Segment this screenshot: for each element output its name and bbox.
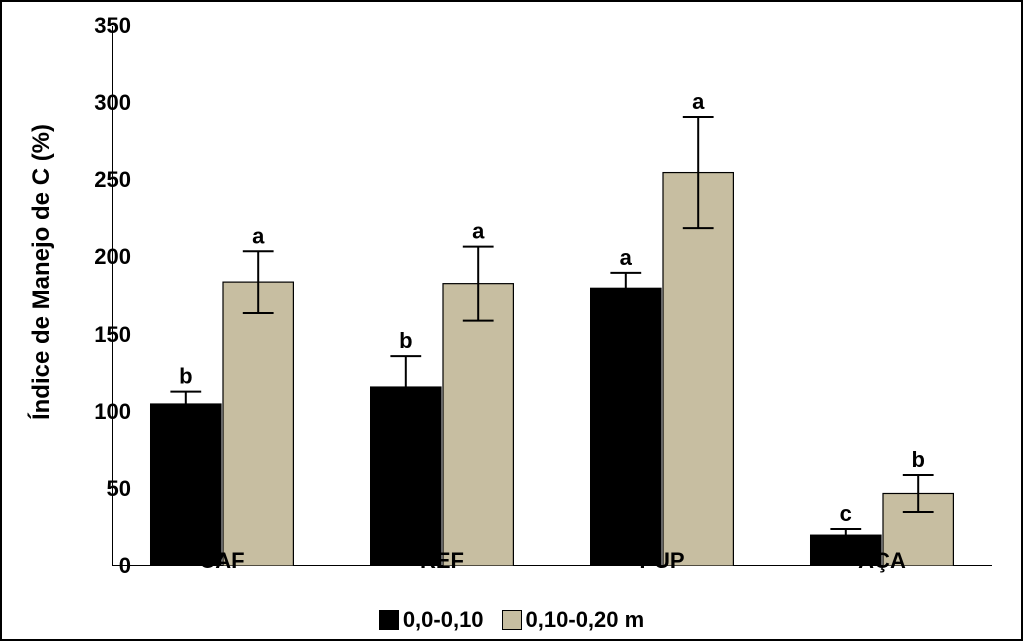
y-axis-label: Índice de Manejo de C (%) (28, 124, 56, 420)
legend-item-series-1: 0,10-0,20 m (502, 607, 645, 633)
legend-swatch-series-1 (502, 610, 522, 630)
legend-label-series-0: 0,0-0,10 (403, 607, 484, 633)
svg-text:a: a (620, 245, 633, 270)
y-tick-label: 150 (71, 322, 131, 348)
chart-svg: b a b a a a c b (112, 26, 992, 566)
x-tick-label: PUP (639, 548, 684, 574)
x-tick-label: REF (420, 548, 464, 574)
legend-item-series-0: 0,0-0,10 (379, 607, 484, 633)
legend-label-series-1: 0,10-0,20 m (526, 607, 645, 633)
y-tick-label: 350 (71, 13, 131, 39)
y-tick-label: 50 (71, 476, 131, 502)
legend-swatch-series-0 (379, 610, 399, 630)
x-tick-label: AÇA (858, 548, 906, 574)
svg-text:a: a (472, 219, 485, 244)
y-tick-label: 100 (71, 399, 131, 425)
y-axis-label-container: Índice de Manejo de C (%) (22, 2, 62, 542)
svg-text:b: b (179, 364, 192, 389)
y-tick-label: 0 (71, 553, 131, 579)
svg-text:b: b (911, 447, 924, 472)
svg-text:a: a (252, 223, 265, 248)
svg-text:a: a (692, 89, 705, 114)
chart-frame: Índice de Manejo de C (%) b a b a a a c b 0,0-0… (0, 0, 1023, 641)
legend: 0,0-0,10 0,10-0,20 m (2, 607, 1021, 633)
svg-text:c: c (840, 501, 852, 526)
x-tick-label: CAF (199, 548, 244, 574)
y-tick-label: 300 (71, 90, 131, 116)
svg-text:b: b (399, 328, 412, 353)
y-tick-label: 200 (71, 244, 131, 270)
y-tick-label: 250 (71, 167, 131, 193)
plot-area: b a b a a a c b (112, 26, 992, 566)
